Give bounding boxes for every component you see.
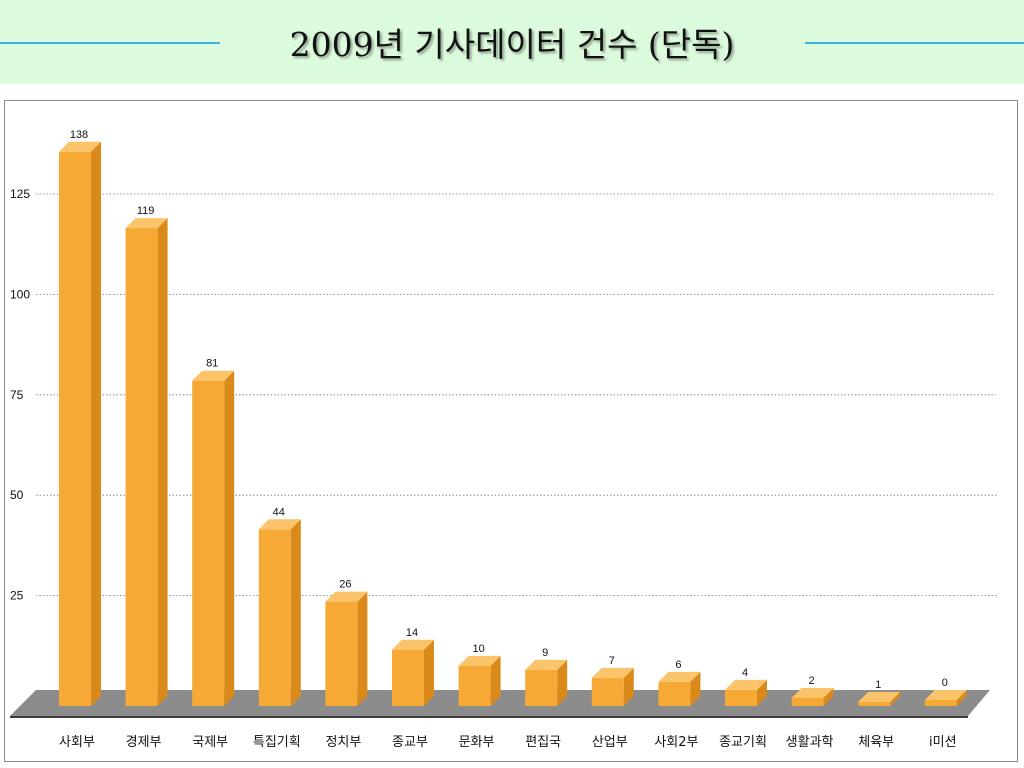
x-category-label: 사회부 [59,735,95,750]
bar-top [924,690,967,700]
bar-side [490,655,501,706]
title-band: 2009년 기사데이터 건수 (단독) [0,0,1024,84]
bar-side [224,370,235,706]
bar-side [757,679,767,706]
bar-front [325,601,358,706]
bar-top [658,671,701,682]
bar-front [591,677,624,706]
y-tick-label: 100 [10,287,30,301]
data-label: 2 [809,675,815,687]
bar-top [725,679,767,690]
bar [325,591,368,706]
bar-front [59,151,91,707]
bar-front [458,665,491,706]
x-category-label: i미션 [929,735,957,750]
bar [392,639,434,706]
data-label: 7 [609,655,615,667]
bar [125,218,168,706]
bar-layer [59,141,967,707]
x-category-label: 정치부 [325,735,361,750]
bar-front [858,701,891,706]
x-category-label: 사회2부 [654,735,698,750]
x-category-label: 문화부 [459,735,495,750]
bar-front [725,689,757,706]
bar-top [525,659,568,670]
x-category-label: 특집기획 [253,735,301,750]
bar [791,687,834,706]
data-label: 0 [942,677,948,689]
data-label: 26 [339,579,351,591]
x-category-label: 경제부 [126,735,162,750]
bar-front [392,649,424,706]
title-rule-left [0,42,220,44]
bar-side [290,519,301,706]
bar [192,370,235,706]
bar [658,671,701,706]
x-category-label: 생활과학 [786,735,834,750]
bar [258,519,301,706]
bar-front [791,697,824,706]
data-label: 138 [70,129,88,141]
data-label: 1 [875,679,881,691]
data-label: 44 [273,506,285,518]
chart-floor-edge [10,716,968,718]
data-label: 119 [137,205,155,217]
bar-top [258,519,301,530]
bar-top [591,667,634,678]
bar-side [91,141,101,707]
x-category-label: 체육부 [858,735,894,750]
bar-side [823,687,834,706]
bar-top [59,141,101,152]
bar [59,141,101,707]
bar-side [690,671,701,706]
bar-side [623,667,634,706]
x-category-label: 편집국 [525,735,561,750]
grid-layer [36,193,999,596]
data-label: 9 [542,647,548,659]
bar [458,655,501,706]
bar-front [924,700,957,706]
x-category-label: 국제부 [192,735,228,750]
title-rule-right [805,42,1024,44]
bar-top [458,655,501,666]
bar-front [125,228,158,706]
bar [591,667,634,706]
data-label: 81 [206,358,218,370]
bar [725,679,767,706]
label-layer: 255075100125138사회부119경제부81국제부44특집기획26정치부… [10,129,957,750]
bar-side [557,659,568,706]
plot-frame [4,100,1018,762]
bar-side [157,218,168,706]
y-tick-label: 25 [10,589,24,603]
bar-side [890,691,901,706]
y-tick-label: 75 [10,388,24,402]
x-category-label: 종교기획 [719,735,767,750]
bar-top [392,639,434,650]
y-tick-label: 125 [10,187,30,201]
bar-side [357,591,368,706]
bar [924,690,967,706]
bar-front [658,681,691,706]
bar [525,659,568,706]
data-label: 10 [472,643,484,655]
bar-top [791,687,834,698]
y-tick-label: 50 [10,488,24,502]
bar-front [258,529,291,706]
data-label: 14 [406,627,418,639]
page-title: 2009년 기사데이터 건수 (단독) [279,25,745,64]
bar-top [325,591,368,602]
bar-top [125,218,168,229]
bar-side [956,690,967,706]
bar-side [424,639,434,706]
bar-front [192,380,225,706]
bar-top [858,691,901,702]
bar-top [192,370,235,381]
bar-front [525,669,558,706]
data-label: 4 [742,667,748,679]
bar [858,691,901,706]
x-category-label: 산업부 [592,735,628,750]
x-category-label: 종교부 [392,735,428,750]
data-label: 6 [675,659,681,671]
